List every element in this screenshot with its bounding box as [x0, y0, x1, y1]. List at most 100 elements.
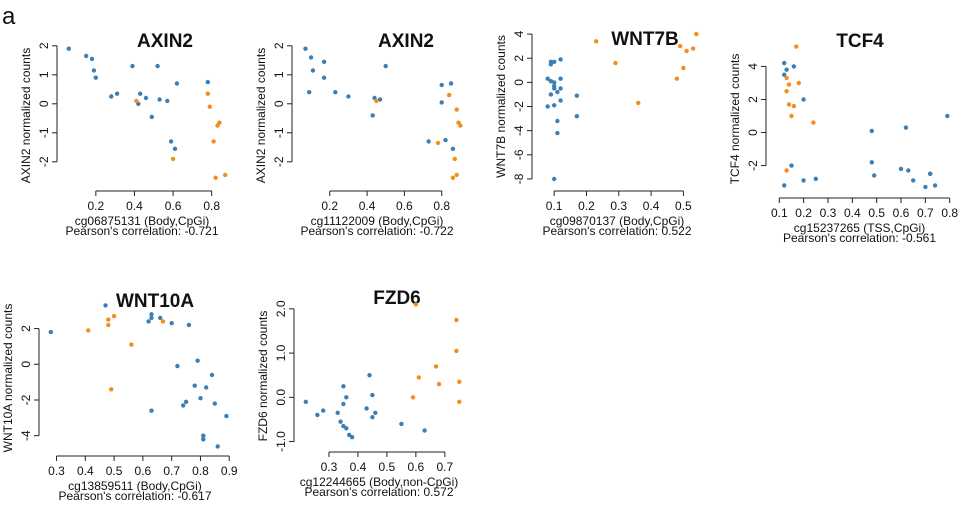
- data-point-orange: [636, 100, 641, 106]
- data-point-blue: [370, 415, 375, 420]
- data-point-blue: [801, 178, 806, 183]
- x-tick-label: 0.6: [408, 460, 425, 474]
- data-point-orange: [454, 317, 459, 323]
- data-point-blue: [321, 75, 327, 80]
- data-point-blue: [338, 419, 343, 424]
- data-point-blue: [149, 408, 154, 413]
- data-point-blue: [201, 433, 206, 438]
- data-point-blue: [204, 385, 209, 390]
- chart-title: AXIN2: [378, 31, 434, 52]
- data-point-orange: [794, 44, 799, 49]
- data-point-blue: [89, 56, 95, 62]
- data-point-blue: [426, 139, 431, 144]
- data-point-orange: [223, 172, 228, 178]
- data-point-orange: [784, 168, 789, 173]
- data-point-blue: [552, 80, 557, 85]
- data-point-orange: [111, 313, 117, 319]
- data-point-blue: [548, 79, 554, 84]
- data-point-blue: [784, 67, 789, 72]
- data-point-blue: [155, 63, 160, 69]
- data-point-blue: [149, 315, 154, 321]
- data-point-orange: [447, 92, 452, 98]
- data-point-blue: [138, 91, 143, 96]
- x-tick-label: 0.2: [578, 199, 595, 213]
- x-tick-label: 0.5: [868, 206, 885, 220]
- y-tick-label: -6: [512, 149, 526, 160]
- data-point-orange: [594, 39, 599, 44]
- y-tick-label: 0: [272, 100, 286, 107]
- data-point-blue: [782, 72, 787, 77]
- x-tick-label: 0.3: [48, 464, 65, 478]
- y-tick-label: -2: [19, 394, 33, 405]
- data-point-blue: [335, 410, 340, 415]
- data-point-blue: [198, 396, 203, 401]
- data-point-blue: [303, 46, 308, 51]
- data-point-blue: [422, 428, 427, 433]
- x-tick-label: 0.2: [87, 199, 104, 213]
- data-point-blue: [143, 95, 149, 101]
- data-point-blue: [548, 92, 554, 97]
- data-point-blue: [168, 139, 174, 144]
- data-point-blue: [66, 46, 72, 51]
- data-point-blue: [872, 173, 877, 178]
- data-point-orange: [786, 102, 792, 107]
- y-tick-label: 0: [37, 100, 51, 107]
- data-point-blue: [172, 146, 178, 151]
- y-axis-label: AXIN2 normalized counts: [19, 48, 33, 183]
- data-point-blue: [333, 90, 338, 95]
- data-point-orange: [207, 104, 212, 109]
- data-point-orange: [160, 319, 166, 324]
- correlation-label: Pearson's correlation: -0.617: [58, 489, 211, 503]
- scatter-panel-1: 0.2 0.4 0.6 0.8 -2 -1 0 1 2 AXIN2 AXIN2 normalized…: [19, 31, 228, 238]
- y-tick-label: -2: [37, 156, 51, 167]
- data-point-blue: [574, 114, 579, 119]
- data-point-blue: [341, 384, 346, 389]
- data-point-blue: [555, 130, 560, 136]
- data-point-blue: [370, 392, 375, 398]
- data-point-orange: [454, 172, 459, 178]
- panel-letter: a: [2, 3, 16, 30]
- data-point-blue: [801, 97, 806, 102]
- x-tick-label: 0.4: [350, 460, 367, 474]
- data-point-blue: [181, 403, 186, 408]
- data-point-blue: [344, 426, 349, 431]
- data-point-orange: [106, 322, 111, 328]
- data-point-orange: [454, 107, 459, 112]
- y-tick-label: 0: [512, 79, 526, 86]
- x-tick-label: 0.8: [192, 464, 209, 478]
- data-point-blue: [548, 59, 554, 64]
- y-tick-label: 2: [37, 42, 51, 49]
- data-point-orange: [450, 175, 456, 180]
- data-point-blue: [552, 176, 557, 182]
- x-tick-label: 0.6: [165, 199, 182, 213]
- data-point-blue: [373, 410, 378, 415]
- y-tick-label: 0.0: [274, 389, 288, 406]
- data-point-orange: [211, 139, 216, 144]
- data-point-blue: [192, 383, 197, 388]
- data-point-orange: [796, 80, 801, 86]
- data-point-orange: [416, 375, 421, 380]
- data-point-blue: [114, 91, 120, 96]
- x-tick-label: 0.5: [675, 199, 692, 213]
- data-point-orange: [694, 31, 699, 37]
- x-tick-label: 0.2: [321, 199, 338, 213]
- data-point-blue: [212, 401, 217, 406]
- x-tick-label: 0.5: [379, 460, 396, 474]
- data-point-blue: [932, 183, 938, 188]
- data-point-blue: [91, 68, 97, 73]
- data-point-blue: [201, 437, 206, 442]
- data-point-blue: [558, 57, 563, 62]
- x-tick-label: 0.4: [643, 199, 660, 213]
- data-point-blue: [224, 413, 229, 419]
- data-point-blue: [383, 63, 388, 69]
- data-point-blue: [158, 315, 163, 321]
- correlation-label: Pearson's correlation: 0.522: [542, 224, 691, 238]
- data-point-blue: [791, 64, 797, 69]
- y-tick-label: 0: [746, 129, 760, 136]
- data-point-blue: [555, 118, 560, 124]
- data-point-blue: [869, 128, 874, 134]
- x-tick-label: 0.4: [77, 464, 94, 478]
- data-point-orange: [170, 156, 176, 162]
- y-tick-label: -1.0: [274, 431, 288, 452]
- data-point-orange: [217, 120, 222, 125]
